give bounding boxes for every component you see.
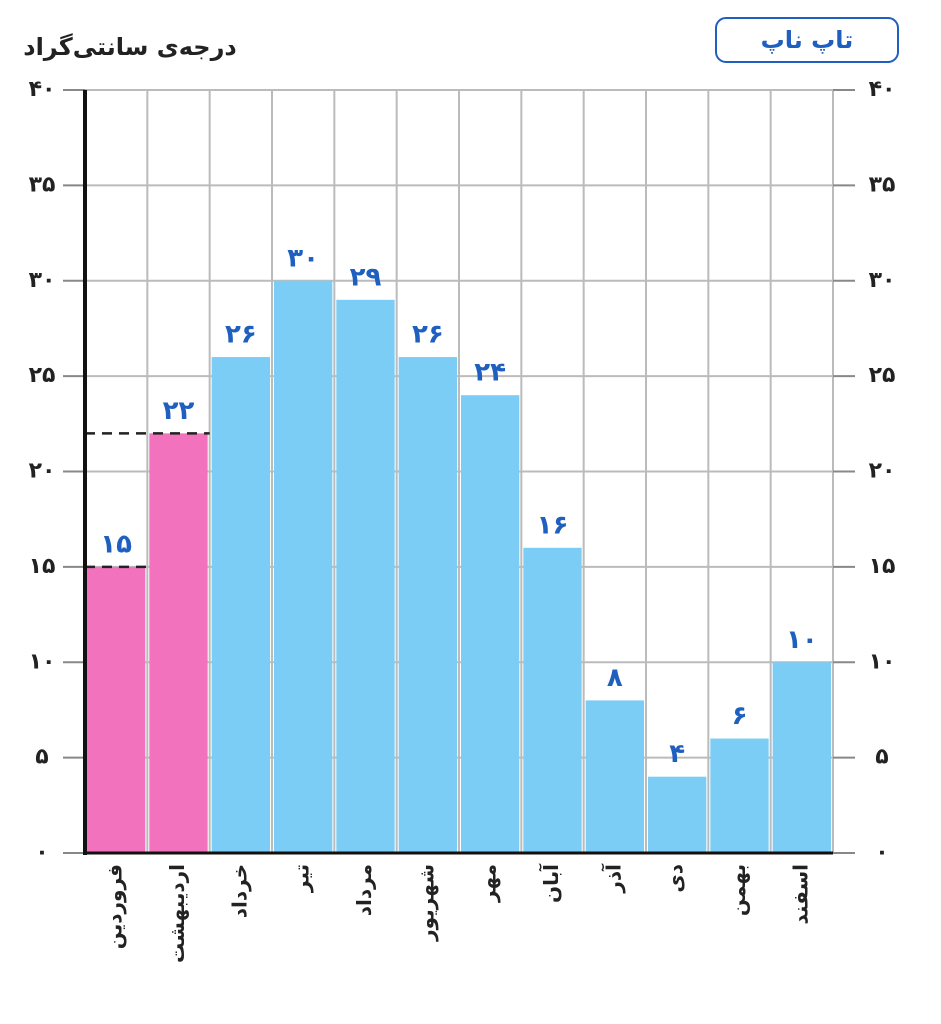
x-tick-label: بهمن xyxy=(726,864,750,916)
y-tick-label: ۴۰ xyxy=(29,77,56,102)
x-tick-label: مهر xyxy=(477,864,501,903)
x-tick-label: اردیبهشت xyxy=(165,864,189,963)
bar xyxy=(149,433,208,853)
y2-tick-label: ۲۵ xyxy=(869,363,896,388)
bar xyxy=(523,547,582,853)
value-label: ۱۵ xyxy=(100,529,132,559)
x-tick-label: آذر xyxy=(600,863,625,894)
y-tick-label: ۳۵ xyxy=(29,172,56,197)
bar xyxy=(461,395,520,853)
x-tick-label: فروردین xyxy=(103,864,127,949)
value-label: ۸ xyxy=(607,663,623,693)
bar xyxy=(710,738,769,853)
y-tick-label: ۳۰ xyxy=(29,268,56,293)
y2-tick-label: ۱۵ xyxy=(869,554,896,579)
bar xyxy=(211,357,270,853)
bar xyxy=(585,700,644,853)
y2-tick-label: ۳۰ xyxy=(869,268,896,293)
x-tick-label: آبان xyxy=(538,863,563,903)
y2-tick-label: ۰ xyxy=(875,840,888,865)
x-tick-label: مرداد xyxy=(352,864,376,916)
bar xyxy=(648,776,707,853)
badge-box xyxy=(715,17,899,63)
y2-tick-label: ۱۰ xyxy=(869,649,896,674)
value-label: ۳۰ xyxy=(287,243,319,273)
value-label: ۱۰ xyxy=(786,625,818,655)
y-tick-label: ۲۰ xyxy=(29,459,56,484)
bar xyxy=(274,280,333,853)
value-label: ۲۶ xyxy=(225,320,257,350)
y-tick-label: ۱۰ xyxy=(29,649,56,674)
x-tick-label: خرداد xyxy=(227,864,251,918)
value-label: ۲۴ xyxy=(474,358,506,388)
x-tick-label: شهریور xyxy=(414,864,438,942)
bar xyxy=(336,299,395,853)
x-tick-label: تیر xyxy=(290,864,314,893)
y2-tick-label: ۲۰ xyxy=(869,459,896,484)
y-tick-label: ۱۵ xyxy=(29,554,56,579)
y2-tick-label: ۳۵ xyxy=(869,172,896,197)
badge: تاپ ناپ xyxy=(761,26,854,54)
value-label: ۴ xyxy=(669,739,685,769)
value-label: ۱۶ xyxy=(537,510,569,540)
y-tick-label: ۲۵ xyxy=(29,363,56,388)
chart-title: درجه‌ی سانتی‌گراد xyxy=(23,33,236,61)
value-label: ۶ xyxy=(732,701,748,731)
y-tick-label: ۵ xyxy=(35,745,48,770)
bar xyxy=(772,662,831,853)
y2-tick-label: ۴۰ xyxy=(869,77,896,102)
bar xyxy=(87,566,146,853)
bar xyxy=(398,357,457,853)
y2-tick-label: ۵ xyxy=(875,745,888,770)
x-tick-label: اسفند xyxy=(788,864,812,925)
value-label: ۲۲ xyxy=(163,396,195,426)
x-tick-label: دی xyxy=(664,864,688,893)
value-label: ۲۶ xyxy=(412,320,444,350)
value-label: ۲۹ xyxy=(350,262,382,292)
y-tick-label: ۰ xyxy=(35,840,48,865)
